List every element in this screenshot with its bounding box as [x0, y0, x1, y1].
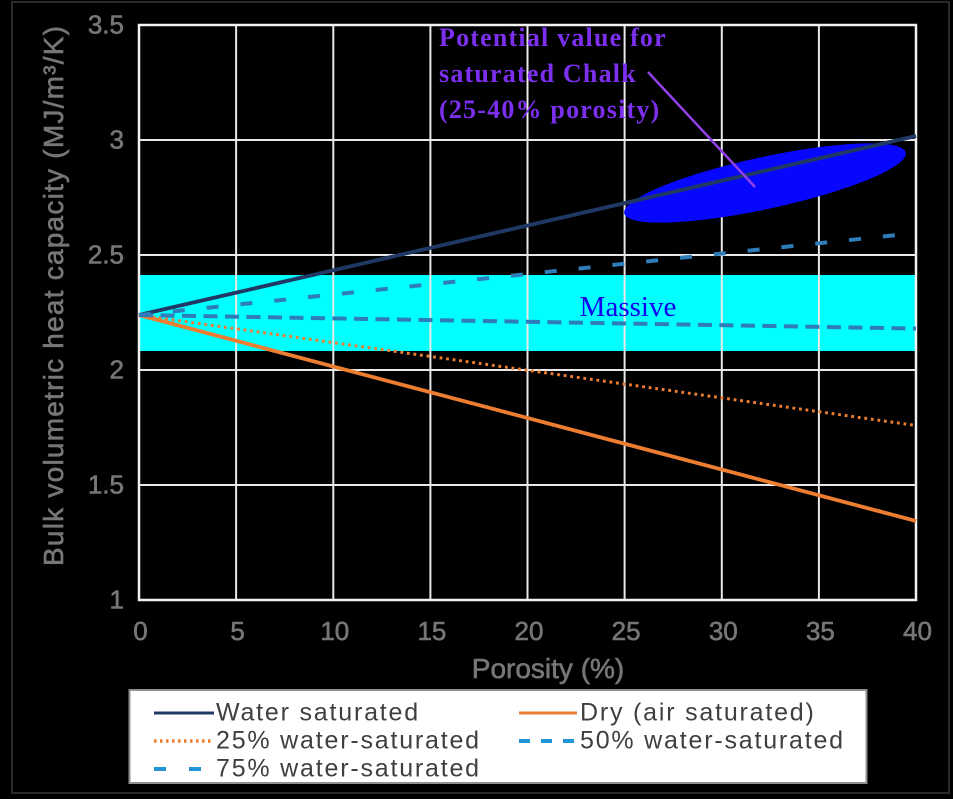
- svg-text:Potential value for: Potential value for: [439, 23, 667, 52]
- svg-text:Dry (air saturated): Dry (air saturated): [580, 699, 816, 727]
- svg-text:saturated Chalk: saturated Chalk: [439, 59, 637, 88]
- svg-text:20: 20: [515, 616, 544, 646]
- svg-text:Bulk volumetric heat capacity: Bulk volumetric heat capacity (MJ/m³/K): [38, 26, 69, 566]
- svg-text:10: 10: [320, 616, 349, 646]
- svg-text:25% water-saturated: 25% water-saturated: [216, 727, 481, 755]
- svg-text:40: 40: [903, 616, 932, 646]
- svg-text:3.5: 3.5: [88, 10, 124, 40]
- svg-text:75% water-saturated: 75% water-saturated: [216, 755, 481, 783]
- svg-text:15: 15: [417, 616, 446, 646]
- svg-text:Massive: Massive: [580, 291, 677, 323]
- svg-text:35: 35: [806, 616, 835, 646]
- svg-text:1.5: 1.5: [88, 470, 124, 500]
- svg-text:5: 5: [230, 616, 244, 646]
- svg-text:Porosity (%): Porosity (%): [472, 653, 624, 684]
- svg-text:2.5: 2.5: [88, 240, 124, 270]
- svg-text:50% water-saturated: 50% water-saturated: [580, 727, 845, 755]
- svg-text:30: 30: [709, 616, 738, 646]
- svg-text:1: 1: [110, 585, 124, 615]
- svg-text:(25-40% porosity): (25-40% porosity): [439, 95, 660, 124]
- svg-text:0: 0: [133, 616, 147, 646]
- svg-text:Water saturated: Water saturated: [216, 699, 420, 727]
- svg-text:25: 25: [612, 616, 641, 646]
- svg-text:3: 3: [110, 125, 124, 155]
- svg-text:2: 2: [110, 355, 124, 385]
